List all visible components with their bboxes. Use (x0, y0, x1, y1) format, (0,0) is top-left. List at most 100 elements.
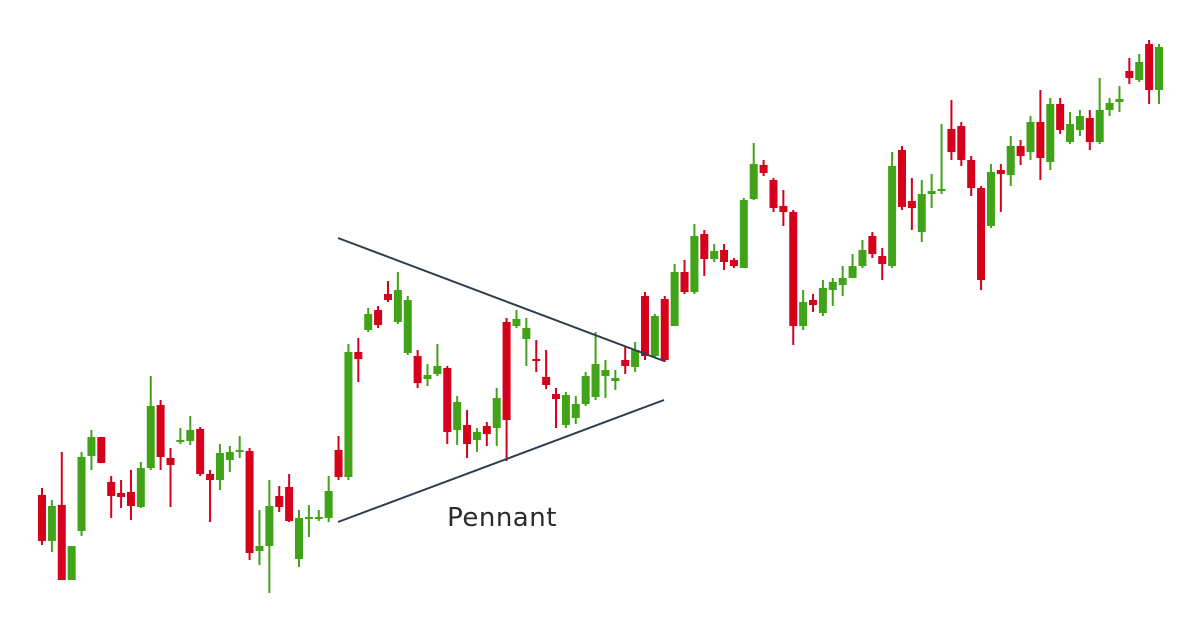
candle-body (729, 260, 738, 266)
candle-body (897, 150, 906, 207)
candle-body (77, 457, 86, 531)
candle-body (789, 212, 798, 326)
candle-body (878, 256, 887, 264)
candle-body (265, 506, 274, 546)
candle-body (571, 404, 580, 418)
candle-body (502, 322, 511, 420)
candle-body (1085, 118, 1094, 142)
candle-body (482, 426, 491, 434)
candle-body (97, 437, 106, 463)
pennant-lower-line (337, 399, 665, 523)
candle-body (868, 236, 877, 254)
candle-body (700, 234, 709, 259)
candle-body (126, 492, 135, 506)
candle-body (463, 425, 472, 444)
candle-body (561, 395, 570, 425)
candle-body (720, 250, 729, 262)
candle-body (631, 350, 640, 367)
candle-body (947, 129, 956, 152)
candle-body (601, 370, 610, 376)
candle-body (186, 430, 195, 441)
candle-body (838, 278, 847, 285)
candle-body (1075, 116, 1084, 130)
candle-body (937, 189, 946, 191)
candle-body (314, 517, 323, 519)
candle-body (383, 294, 392, 300)
candle-body (581, 376, 590, 404)
candle-body (1125, 71, 1134, 78)
candle-body (1155, 47, 1163, 90)
candle-body (818, 288, 827, 313)
candle-body (591, 364, 600, 397)
candle-body (858, 250, 867, 266)
candle-body (196, 429, 205, 474)
candle-body (215, 453, 224, 480)
candle-body (443, 368, 452, 432)
candle-body (275, 496, 284, 507)
candle-body (492, 398, 501, 428)
candle-body (206, 474, 215, 480)
candle-body (809, 300, 818, 305)
candle-body (38, 495, 46, 541)
candle-body (650, 316, 659, 356)
candle-body (245, 451, 254, 553)
candle-body (136, 468, 145, 507)
candle-body (1046, 104, 1055, 162)
candle-body (1105, 103, 1114, 110)
candle-body (324, 491, 333, 518)
candle-body (354, 352, 363, 359)
candle-body (47, 506, 56, 541)
candle-body (542, 377, 551, 385)
candle-body (1115, 99, 1124, 102)
candle-body (1056, 104, 1065, 130)
candle-body (660, 299, 669, 360)
candle-body (176, 440, 185, 442)
candle-body (423, 375, 432, 379)
candle-body (295, 518, 304, 559)
candle-body (1066, 124, 1075, 142)
candle-body (828, 282, 837, 290)
candle-body (156, 405, 165, 457)
candle-body (285, 487, 294, 521)
candle-body (611, 378, 620, 381)
candle-body (552, 394, 561, 399)
annotation: Pennant (447, 503, 557, 533)
candle-body (996, 170, 1005, 174)
candle-body (512, 319, 521, 326)
candle-body (986, 172, 995, 226)
candle-body (67, 546, 76, 580)
candle-body (1026, 122, 1035, 152)
candle-body (957, 126, 966, 160)
candle-body (739, 200, 748, 268)
candle-body (255, 546, 264, 551)
candle-body (235, 450, 244, 452)
candle-body (1095, 110, 1104, 142)
candle-body (57, 505, 66, 580)
candle-body (344, 352, 353, 477)
candle-body (848, 266, 857, 278)
candle-body (1145, 44, 1154, 90)
candle-body (759, 165, 768, 173)
candle-body (403, 300, 412, 353)
candles (38, 40, 1163, 593)
candle-body (1006, 146, 1015, 175)
candle-body (888, 166, 897, 266)
candle-body (522, 328, 531, 339)
candle-body (107, 482, 116, 496)
candle-body (374, 310, 383, 325)
candle-body (334, 450, 343, 477)
candle-body (690, 236, 699, 292)
candle-body (749, 164, 758, 199)
candle-body (967, 160, 976, 188)
candle-body (710, 251, 719, 259)
candle-body (799, 302, 808, 326)
candle-body (304, 517, 313, 519)
candle-body (640, 296, 649, 356)
candle-body (670, 272, 679, 326)
candle-body (433, 366, 442, 374)
candle-body (225, 452, 234, 460)
candle-body (977, 188, 986, 280)
candle-body (413, 356, 422, 383)
